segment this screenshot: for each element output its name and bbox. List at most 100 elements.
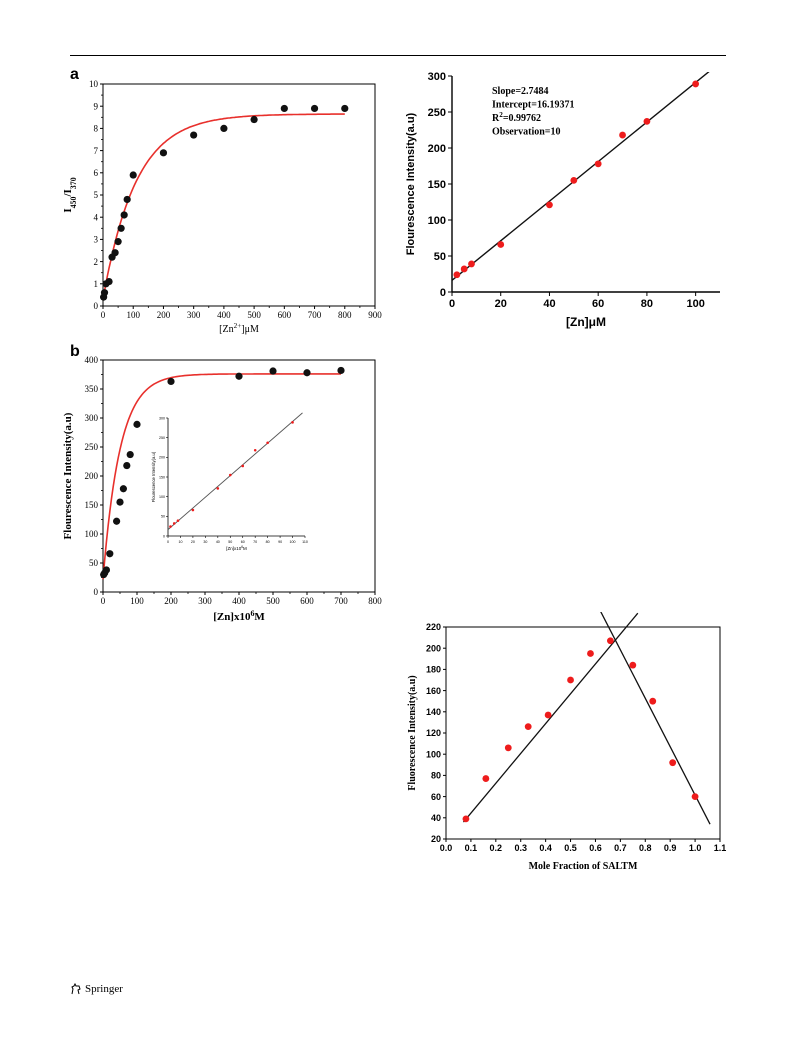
chart-b-x-tick-label: 500 — [266, 596, 280, 606]
chart-b-y-tick-label: 200 — [85, 471, 99, 481]
chart-b-inset-data-point — [228, 473, 232, 477]
chart-linear-zn-annotation-line: R2=0.99762 — [492, 111, 541, 124]
chart-b-inset-data-point — [172, 522, 176, 525]
chart-job-trend-line-1 — [462, 612, 639, 823]
chart-b-data-point — [167, 377, 175, 386]
chart-b-inset-y-tick-label: 150 — [159, 475, 165, 479]
chart-job-data-point — [607, 637, 614, 645]
chart-a-y-tick-label: 6 — [94, 168, 99, 178]
chart-linear-zn-annotation-line-part: 2 — [499, 111, 503, 119]
chart-job-y-axis-label: Fluorescence Intensity(a.u) — [407, 675, 418, 790]
chart-a-x-axis-label-part: ]μM — [241, 324, 259, 335]
chart-b-inset-x-axis-label-part: M — [243, 546, 247, 551]
chart-job-y-tick-label: 100 — [426, 749, 441, 759]
chart-b-x-tick-label: 100 — [130, 596, 144, 606]
chart-a-x-tick-label: 500 — [247, 310, 261, 320]
chart-linear-zn-annotation-line-part: R — [492, 113, 500, 124]
chart-b-inset-y-axis-label: Flourescence Intensity(a.u) — [151, 451, 156, 502]
chart-b-data-point — [235, 372, 243, 380]
chart-a-x-tick-label: 600 — [278, 310, 292, 320]
chart-b-inset-x-tick-label: 0 — [167, 540, 169, 544]
panel-letter-b: b — [70, 343, 80, 360]
panel-letter-a: a — [70, 66, 79, 83]
chart-b-inset-x-tick-label: 70 — [253, 540, 257, 544]
chart-linear-zn-annotation-line: Slope=2.7484 — [492, 86, 549, 97]
chart-a-data-point — [250, 115, 258, 124]
chart-job-x-tick-label: 0.7 — [614, 843, 627, 853]
chart-b-y-tick-label: 100 — [85, 529, 99, 539]
chart-linear-zn-data-point — [594, 160, 602, 168]
chart-a-y-tick-label: 7 — [94, 146, 99, 156]
chart-b-data-point — [303, 369, 311, 377]
chart-job-x-tick-label: 0.0 — [440, 843, 453, 853]
chart-job-data-point — [649, 697, 657, 705]
chart-b-inset-x-tick-label: 30 — [203, 540, 207, 544]
chart-a-y-axis-label-part: 370 — [69, 177, 78, 189]
chart-b-inset-y-tick-label: 100 — [159, 495, 165, 499]
chart-job-y-tick-label: 220 — [426, 622, 441, 632]
chart-linear-zn-data-point — [497, 241, 505, 248]
chart-job-data-point — [462, 815, 470, 823]
chart-b-y-tick-label: 300 — [85, 413, 99, 423]
chart-a-y-tick-label: 3 — [94, 235, 99, 245]
chart-linear-zn-data-point — [643, 117, 651, 125]
chart-job-data-point — [587, 650, 594, 657]
chart-linear-zn-data-point — [460, 265, 468, 273]
chart-a-y-tick-label: 0 — [94, 301, 99, 311]
chart-b-x-tick-label: 0 — [101, 596, 106, 606]
chart-job-y-tick-label: 60 — [431, 792, 441, 802]
chart-b-inset-x-axis-label-part: [Zn]x10 — [226, 546, 242, 551]
chart-b-x-tick-label: 700 — [334, 596, 348, 606]
chart-b-data-point — [123, 461, 131, 470]
chart-job-y-tick-label: 20 — [431, 834, 441, 844]
chart-linear-zn-y-tick-label: 250 — [428, 107, 446, 119]
chart-b-x-axis-label-part: [Zn]x10 — [213, 611, 251, 623]
chart-b-inset-data-point — [169, 525, 172, 528]
chart-b-data-point — [269, 367, 277, 375]
chart-a-y-tick-label: 8 — [94, 124, 99, 134]
chart-b-y-axis-label: Flourescence Intensity(a.u) — [62, 412, 74, 539]
chart-a-data-point — [100, 289, 109, 297]
chart-linear-zn-x-tick-label: 20 — [495, 298, 507, 310]
chart-a-data-point — [123, 195, 131, 204]
chart-linear-zn-x-tick-label: 80 — [641, 298, 653, 310]
chart-a-x-tick-label: 800 — [338, 310, 352, 320]
chart-b-data-point — [119, 485, 127, 493]
chart-b-y-tick-label: 400 — [85, 355, 99, 365]
chart-a-data-point — [159, 149, 168, 157]
chart-job-y-tick-label: 120 — [426, 728, 441, 738]
springer-horse-logo-icon — [71, 983, 81, 995]
chart-job-y-tick-label: 180 — [426, 665, 441, 675]
chart-job-x-tick-label: 1.1 — [714, 843, 727, 853]
chart-job-x-tick-label: 0.1 — [465, 843, 478, 853]
chart-job-x-tick-label: 0.8 — [639, 843, 652, 853]
chart-b-y-tick-label: 150 — [85, 500, 99, 510]
chart-b-x-tick-label: 400 — [232, 596, 246, 606]
chart-linear-zn-data-point — [619, 131, 626, 139]
chart-a-data-point — [190, 131, 198, 139]
chart-job-x-tick-label: 0.2 — [490, 843, 503, 853]
chart-linear-zn-fit-line — [451, 72, 710, 281]
chart-linear-zn-x-tick-label: 60 — [592, 298, 604, 310]
chart-job-data-point — [524, 723, 532, 731]
chart-job-data-point — [482, 775, 490, 782]
chart-b-inset-data-point — [191, 508, 195, 512]
chart-b-x-tick-label: 300 — [198, 596, 212, 606]
page-footer: Springer — [70, 983, 123, 995]
chart-job-data-point — [669, 759, 677, 767]
chart-linear-zn-data-point — [546, 201, 553, 209]
chart-a-x-tick-label: 900 — [368, 310, 382, 320]
chart-b-inset-y-tick-label: 300 — [159, 416, 165, 420]
chart-linear-zn-annotation-line: Observation=10 — [492, 127, 560, 138]
chart-job-data-point — [544, 711, 552, 719]
chart-a-y-axis-label-part: /I — [62, 189, 74, 197]
chart-b-inset-x-tick-label: 80 — [266, 540, 270, 544]
chart-b-fit-curve — [102, 373, 341, 580]
chart-linear-zn-y-tick-label: 0 — [440, 287, 446, 299]
chart-b-inset-data-point — [176, 519, 180, 522]
chart-b-inset-x-tick-label: 50 — [228, 540, 232, 544]
chart-b-inset-y-tick-label: 50 — [161, 515, 165, 519]
chart-job-trend-line-2 — [600, 612, 711, 825]
chart-a-x-tick-label: 700 — [308, 310, 322, 320]
chart-a-data-point — [117, 224, 125, 232]
